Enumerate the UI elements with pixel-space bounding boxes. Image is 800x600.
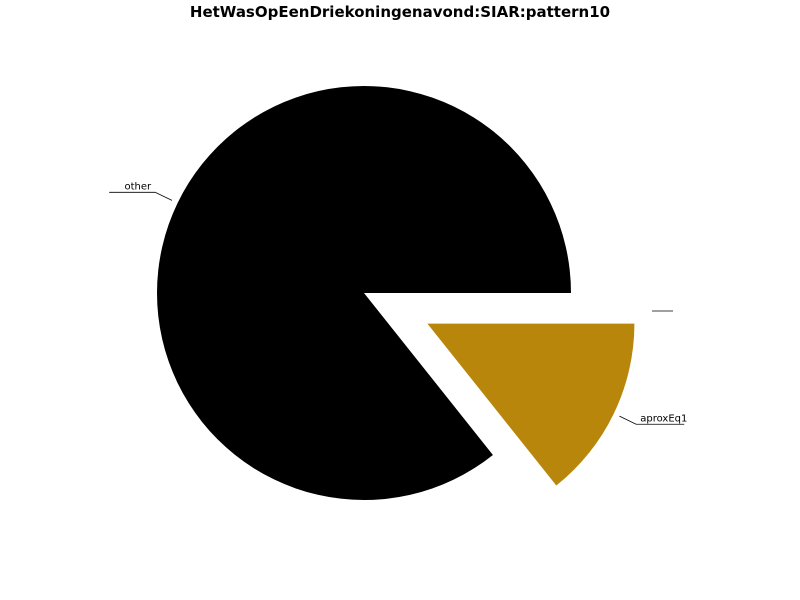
pie-slice-aproxeq1 xyxy=(427,323,635,486)
slice-label-aproxeq1: aproxEq1 xyxy=(640,413,687,424)
labels-layer: other aproxEq1 xyxy=(109,181,687,425)
leader-line-other xyxy=(109,191,173,201)
leader-line-aproxeq1 xyxy=(619,415,685,425)
slices-layer xyxy=(156,86,635,501)
chart-title: HetWasOpEenDriekoningenavond:SIAR:patter… xyxy=(189,3,611,21)
pie-slice-other xyxy=(156,86,571,501)
slice-label-other: other xyxy=(125,181,153,192)
